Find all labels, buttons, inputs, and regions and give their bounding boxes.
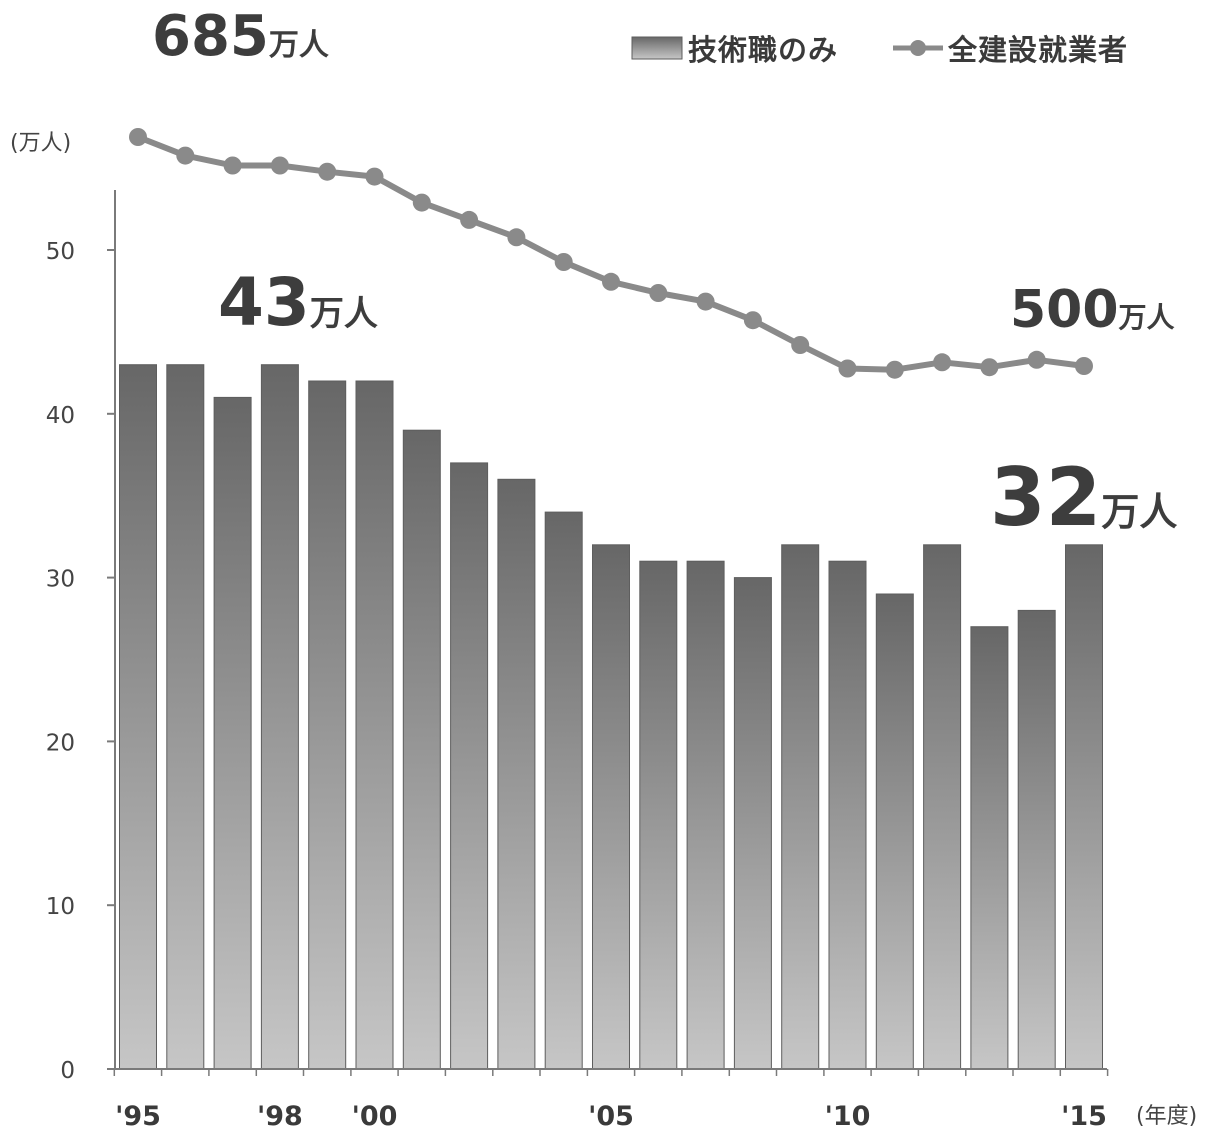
line-point-2012 (933, 353, 952, 372)
bar-2012 (923, 544, 962, 1070)
bar-2001 (402, 429, 441, 1070)
y-tick-label-40: 40 (46, 403, 75, 429)
bar-2004 (544, 511, 583, 1070)
line-series-group (129, 128, 1093, 379)
line-point-2005 (602, 272, 620, 291)
line-point-2003 (507, 228, 526, 247)
annotation-32: 32万人 (990, 451, 1177, 544)
line-point-2008 (743, 311, 762, 330)
x-axis-unit: (年度) (1136, 1104, 1197, 1129)
bar-1997 (213, 396, 252, 1070)
x-tick-label-10: '10 (825, 1101, 871, 1132)
bar-2000 (355, 380, 394, 1070)
line-point-2011 (885, 360, 904, 379)
bar-2003 (497, 478, 536, 1070)
line-point-2006 (649, 284, 668, 302)
y-tick-label-10: 10 (46, 894, 75, 920)
x-tick-label-98: '98 (257, 1101, 303, 1132)
bar-2006 (639, 560, 678, 1070)
bar-2015 (1065, 544, 1103, 1070)
line-point-2010 (838, 359, 857, 378)
annotation-685: 685万人 (152, 4, 329, 69)
line-point-1997 (223, 156, 242, 175)
legend-bar-label: 技術職のみ (688, 33, 838, 67)
line-point-2001 (412, 193, 431, 212)
line-point-2014 (1027, 350, 1046, 369)
y-tick-label-0: 0 (60, 1058, 75, 1084)
x-tick-label-00: '00 (352, 1101, 398, 1132)
y-axis-unit: (万人) (10, 131, 71, 156)
bar-2010 (828, 560, 867, 1070)
line-point-2013 (980, 358, 999, 377)
bar-2013 (970, 626, 1009, 1070)
annotation-43: 43万人 (218, 264, 378, 341)
bar-2011 (875, 593, 914, 1070)
axes-group: 0 10 20 30 40 50 '95 '98 '00 '05 '10 '15 (46, 190, 1109, 1132)
bar-1999 (308, 380, 347, 1070)
bar-2007 (686, 560, 725, 1070)
x-tick-label-15: '15 (1061, 1101, 1107, 1132)
bar-1995 (119, 364, 157, 1070)
y-tick-label-30: 30 (46, 567, 75, 593)
bars-group (119, 364, 1103, 1070)
y-tick-label-20: 20 (46, 730, 75, 756)
line-point-1999 (318, 162, 337, 181)
bar-1996 (166, 364, 205, 1070)
bar-2008 (733, 577, 772, 1070)
line-point-2015 (1075, 357, 1093, 375)
legend-bar-swatch (631, 36, 683, 60)
bar-2009 (781, 544, 820, 1070)
bar-2002 (450, 462, 489, 1070)
line-point-1995 (129, 128, 147, 146)
bar-2014 (1017, 609, 1056, 1070)
line-point-1998 (270, 156, 289, 175)
line-point-2007 (696, 292, 715, 311)
line-point-2000 (365, 167, 384, 186)
line-point-2002 (460, 210, 479, 229)
x-tick-label-05: '05 (588, 1101, 634, 1132)
legend-line-label: 全建設就業者 (947, 33, 1128, 67)
y-tick-label-50: 50 (46, 239, 75, 265)
legend-line-marker (910, 40, 926, 56)
line-point-2009 (791, 336, 810, 354)
legend: 技術職のみ 全建設就業者 (631, 33, 1128, 67)
bar-1998 (260, 364, 299, 1070)
annotation-500: 500万人 (1010, 280, 1175, 340)
line-point-1996 (176, 146, 195, 165)
line-point-2004 (554, 253, 573, 271)
x-tick-label-95: '95 (115, 1101, 161, 1132)
bar-2005 (592, 544, 630, 1070)
